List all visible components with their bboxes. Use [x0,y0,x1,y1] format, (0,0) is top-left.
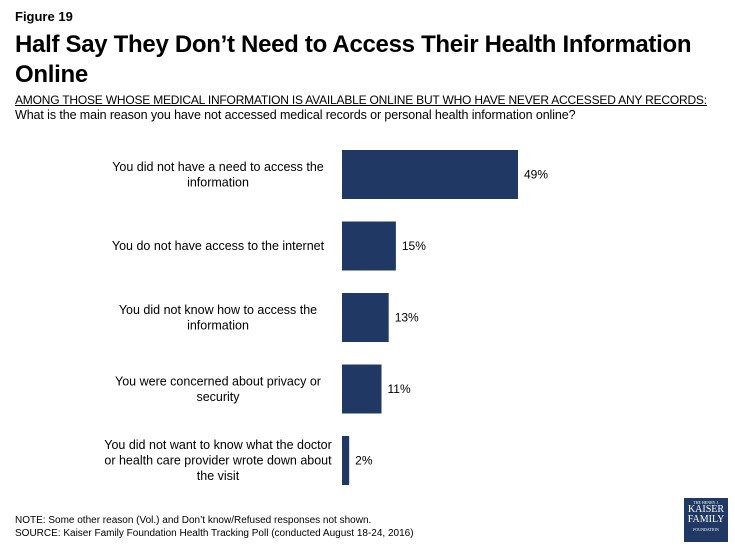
logo-text: THE HENRY J. [693,500,719,505]
bar [342,221,396,271]
logo-text: FAMILY [687,514,725,525]
figure-label: Figure 19 [15,9,73,24]
category-label: You were concerned about privacy or secur… [115,374,321,404]
note: NOTE: Some other reason (Vol.) and Don’t… [15,515,372,526]
data-label: 11% [388,382,411,396]
data-label: 15% [402,239,426,253]
source: SOURCE: Kaiser Family Foundation Health … [15,528,414,539]
bar [342,364,382,414]
data-label: 49% [524,168,548,182]
category-label: You did not want to know what the doctor… [104,438,332,483]
bar [342,436,350,485]
chart-subtitle: AMONG THOSE WHOSE MEDICAL INFORMATION IS… [15,93,707,107]
category-label: You do not have access to the internet [112,239,325,253]
logo-text: FOUNDATION [693,527,719,532]
category-label: You did not have a need to access the inf… [112,160,324,190]
logo-text: KAISER [687,504,725,515]
bar [342,293,389,342]
kff-logo: THE HENRY J. KAISER FAMILY FOUNDATION [684,498,728,542]
data-label: 13% [395,311,419,325]
category-label: You did not know how to access the inform… [119,303,317,333]
chart-title: Half Say They Don’t Need to Access Their… [15,31,692,88]
data-label: 2% [355,454,373,468]
bar [342,150,518,199]
survey-question: What is the main reason you have not acc… [15,108,576,122]
